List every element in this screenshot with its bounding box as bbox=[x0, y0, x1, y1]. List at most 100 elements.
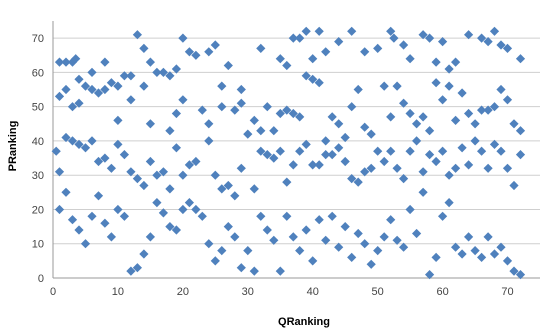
data-point bbox=[191, 50, 201, 60]
data-point bbox=[262, 102, 272, 112]
data-point bbox=[464, 232, 474, 242]
data-point bbox=[158, 208, 168, 218]
data-point bbox=[165, 71, 175, 81]
data-point bbox=[236, 263, 246, 273]
data-point bbox=[308, 54, 318, 64]
data-point bbox=[301, 26, 311, 36]
data-point bbox=[217, 81, 227, 91]
data-point bbox=[392, 163, 402, 173]
data-point bbox=[295, 33, 305, 43]
data-point bbox=[489, 26, 500, 36]
data-point bbox=[165, 126, 175, 136]
data-point bbox=[373, 43, 383, 53]
data-point bbox=[184, 47, 194, 57]
data-point bbox=[178, 204, 188, 215]
data-point bbox=[282, 211, 292, 221]
data-point bbox=[139, 180, 149, 191]
data-point bbox=[74, 225, 84, 235]
y-tick-label: 60 bbox=[32, 67, 44, 79]
data-point bbox=[451, 163, 461, 173]
data-point bbox=[54, 91, 65, 101]
data-point bbox=[418, 187, 428, 197]
data-point bbox=[288, 108, 298, 119]
data-point bbox=[405, 146, 415, 156]
data-point bbox=[204, 47, 214, 57]
data-point bbox=[54, 167, 65, 177]
data-point bbox=[275, 266, 285, 276]
data-point bbox=[87, 84, 97, 95]
data-point bbox=[412, 136, 422, 146]
data-point bbox=[340, 156, 350, 167]
data-point bbox=[379, 232, 389, 242]
data-point bbox=[321, 235, 331, 245]
data-point bbox=[119, 211, 129, 221]
data-point bbox=[171, 64, 181, 74]
data-point bbox=[444, 198, 454, 208]
data-point bbox=[295, 146, 305, 156]
data-point bbox=[197, 105, 207, 115]
tick-labels: 0 10 20 30 40 50 60 70 0 10 20 30 40 50 60 70 bbox=[32, 33, 514, 298]
data-point bbox=[126, 71, 136, 81]
data-point bbox=[489, 139, 500, 149]
data-point bbox=[425, 270, 435, 280]
data-point bbox=[113, 81, 123, 91]
data-point bbox=[477, 252, 487, 262]
data-point bbox=[327, 112, 337, 122]
data-point bbox=[184, 160, 194, 170]
data-point bbox=[152, 67, 162, 77]
data-point bbox=[314, 26, 324, 36]
data-point bbox=[61, 187, 71, 197]
data-point bbox=[249, 184, 259, 194]
data-point bbox=[431, 57, 441, 67]
data-point bbox=[230, 191, 240, 201]
y-tick-label: 40 bbox=[32, 136, 44, 148]
data-point bbox=[334, 37, 344, 47]
data-point bbox=[399, 98, 409, 108]
data-point bbox=[256, 126, 266, 136]
data-point bbox=[152, 198, 162, 208]
x-tick-label: 30 bbox=[242, 286, 254, 298]
data-point bbox=[327, 150, 337, 160]
data-point bbox=[295, 112, 305, 122]
data-point bbox=[282, 105, 292, 115]
data-point bbox=[269, 126, 279, 136]
data-point bbox=[425, 150, 435, 160]
data-point bbox=[178, 95, 188, 105]
data-point bbox=[509, 119, 519, 129]
data-point bbox=[210, 256, 220, 266]
data-point bbox=[126, 95, 136, 105]
data-point bbox=[223, 180, 233, 191]
data-point bbox=[360, 167, 370, 177]
data-point bbox=[366, 259, 376, 269]
data-point bbox=[347, 26, 357, 36]
data-point bbox=[93, 88, 104, 98]
data-point bbox=[392, 235, 402, 245]
data-point bbox=[301, 139, 311, 149]
data-point bbox=[223, 222, 233, 232]
data-point bbox=[373, 246, 383, 256]
data-point bbox=[399, 174, 409, 184]
data-point bbox=[191, 156, 201, 167]
data-point bbox=[470, 119, 480, 129]
data-point bbox=[243, 129, 253, 139]
data-point bbox=[334, 143, 344, 153]
data-point bbox=[425, 33, 435, 43]
y-tick-label: 0 bbox=[38, 273, 44, 285]
y-tick-label: 30 bbox=[32, 170, 44, 182]
data-point bbox=[431, 78, 441, 88]
data-point bbox=[236, 98, 246, 108]
data-point bbox=[483, 37, 493, 47]
data-point bbox=[126, 266, 136, 276]
data-point bbox=[275, 54, 285, 64]
data-point bbox=[444, 170, 454, 180]
data-point bbox=[191, 204, 201, 215]
data-point bbox=[340, 222, 350, 232]
data-point bbox=[61, 57, 71, 67]
data-point bbox=[340, 132, 350, 143]
data-point bbox=[178, 170, 188, 180]
data-point bbox=[399, 40, 409, 50]
data-point bbox=[457, 249, 467, 259]
x-tick-label: 20 bbox=[177, 286, 189, 298]
x-tick-label: 0 bbox=[50, 286, 56, 298]
data-point bbox=[334, 242, 344, 252]
